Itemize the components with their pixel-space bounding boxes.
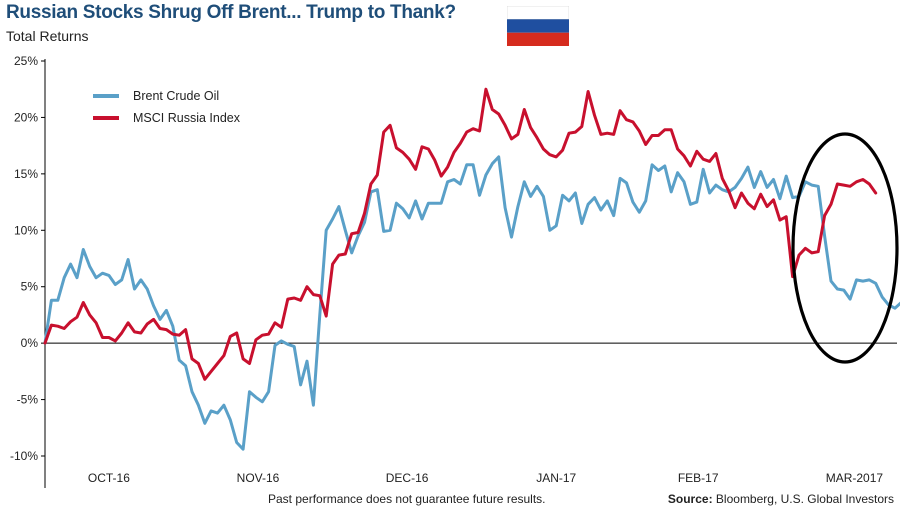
- x-month-label: JAN-17: [536, 471, 576, 485]
- source-text: Bloomberg, U.S. Global Investors: [715, 492, 894, 506]
- series-line-brent: [43, 155, 900, 451]
- y-tick-label: -5%: [17, 393, 39, 407]
- x-month-label: FEB-17: [678, 471, 719, 485]
- y-tick-label: 15%: [14, 167, 38, 181]
- chart-legend: Brent Crude Oil MSCI Russia Index: [93, 89, 241, 125]
- footer-source: Source: Bloomberg, U.S. Global Investors: [668, 492, 894, 506]
- returns-line-chart: 25% 20% 15% 10% 5% 0% -5% -10% OCT-16 NOV-16 DEC-1…: [10, 54, 900, 488]
- chart-title: Russian Stocks Shrug Off Brent... Trump …: [6, 2, 456, 23]
- flag-white-stripe: [507, 6, 569, 20]
- russia-flag-icon: [507, 6, 569, 46]
- legend-label-brent: Brent Crude Oil: [133, 89, 219, 103]
- chart-axes: 25% 20% 15% 10% 5% 0% -5% -10% OCT-16 NOV-16 DEC-1…: [10, 54, 897, 488]
- y-tick-label: 10%: [14, 223, 38, 237]
- flag-blue-stripe: [507, 19, 569, 33]
- y-tick-label: 0%: [21, 336, 39, 350]
- x-month-label: NOV-16: [237, 471, 280, 485]
- y-tick-label: -10%: [10, 449, 38, 463]
- flag-red-stripe: [507, 32, 569, 46]
- annotation-ellipse: [791, 132, 899, 364]
- y-tick-label: 25%: [14, 54, 38, 68]
- y-tick-label: 5%: [21, 280, 39, 294]
- x-month-label: MAR-2017: [826, 471, 884, 485]
- x-month-label: DEC-16: [386, 471, 429, 485]
- series-lines: [43, 87, 900, 451]
- x-month-label: OCT-16: [88, 471, 130, 485]
- chart-subtitle: Total Returns: [6, 28, 89, 44]
- legend-label-msci: MSCI Russia Index: [133, 111, 241, 125]
- footer-disclaimer: Past performance does not guarantee futu…: [268, 492, 546, 506]
- series-line-msci: [43, 87, 878, 381]
- y-tick-label: 20%: [14, 110, 38, 124]
- source-label: Source:: [667, 492, 713, 506]
